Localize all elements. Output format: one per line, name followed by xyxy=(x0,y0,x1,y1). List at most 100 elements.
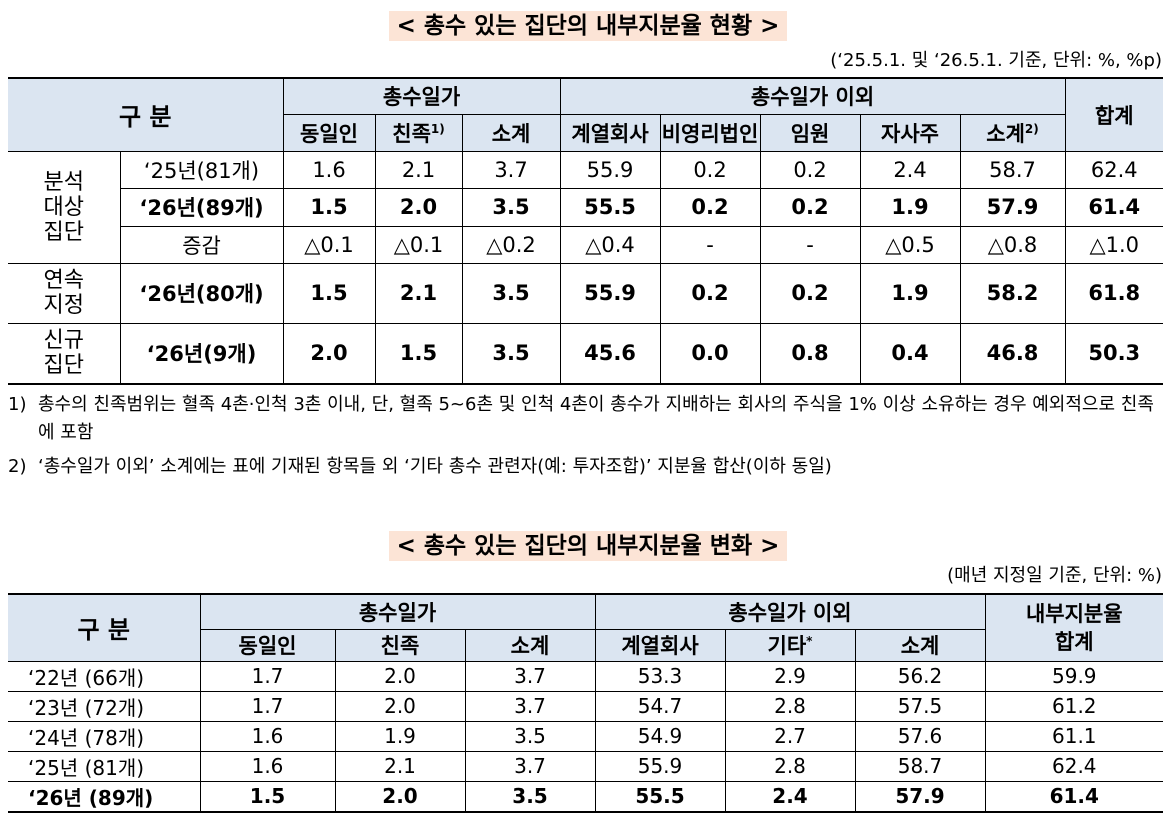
table-row: ‘24년 (78개) 1.6 1.9 3.5 54.9 2.7 57.6 61.1 xyxy=(8,720,1164,752)
cell: 1.7 xyxy=(199,690,336,722)
header-cell: 총수일가 이외 xyxy=(559,77,1066,115)
row-label: ‘26년(80개) xyxy=(119,262,284,324)
table2-note: (매년 지정일 기준, 단위: %) xyxy=(947,565,1162,586)
header-cell: 친족1) xyxy=(374,113,463,152)
group-label: 신규 집단 xyxy=(8,322,121,385)
cell: 61.1 xyxy=(984,720,1164,752)
row-label: ‘24년 (78개) xyxy=(8,720,201,752)
cell: 0.4 xyxy=(859,322,961,385)
cell: 54.9 xyxy=(594,720,726,752)
group-label-line: 지정 xyxy=(43,293,84,318)
row-label: ‘26년 (89개) xyxy=(8,780,201,813)
cell: 1.5 xyxy=(282,262,376,324)
cell: 2.1 xyxy=(374,150,463,189)
table-row: 증감 △0.1 △0.1 △0.2 △0.4- - △0.5 △0.8 △1.0 xyxy=(8,225,1164,264)
table-row: 신규 집단 ‘26년(9개) 2.0 1.5 3.5 45.6 0.0 0.8 0.4 46.8 50… xyxy=(8,322,1164,385)
cell: 2.4 xyxy=(724,780,856,813)
cell: 54.7 xyxy=(594,690,726,722)
header-line: 내부지분율 xyxy=(1025,601,1123,626)
cell: 1.6 xyxy=(282,150,376,189)
cell: 1.9 xyxy=(859,187,961,227)
header-line: 합계 xyxy=(1054,629,1094,654)
header-cell: 친족 xyxy=(334,628,466,662)
cell: 61.2 xyxy=(984,690,1164,722)
row-label: ‘25년(81개) xyxy=(119,150,284,189)
header-cell: 구 분 xyxy=(8,77,284,152)
group-label: 분석 대상 집단 xyxy=(8,150,121,264)
table-row: ‘25년 (81개) 1.6 2.1 3.7 55.9 2.8 58.7 62.4 xyxy=(8,750,1164,782)
header-cell: 계열회사 xyxy=(559,113,661,152)
cell: 2.0 xyxy=(334,690,466,722)
cell: 1.7 xyxy=(199,660,336,692)
table-row: ‘23년 (72개) 1.7 2.0 3.7 54.7 2.8 57.5 61.2 xyxy=(8,690,1164,722)
footnote-text: ‘총수일가 이외’ 소계에는 표에 기재된 항목들 외 ‘기타 총수 관련자(예… xyxy=(38,456,832,477)
header-cell: 소계 xyxy=(461,113,561,152)
cell: 1.9 xyxy=(334,720,466,752)
cell: 3.7 xyxy=(461,150,561,189)
header-cell: 구 분 xyxy=(8,593,201,662)
header-cell: 총수일가 xyxy=(199,593,596,630)
group-label-line: 집단 xyxy=(43,353,84,379)
cell: 57.9 xyxy=(854,780,986,813)
cell: 1.5 xyxy=(374,322,463,385)
cell: 0.2 xyxy=(759,150,861,189)
cell: 1.6 xyxy=(199,720,336,752)
header-cell: 소계 xyxy=(464,628,596,662)
cell: - xyxy=(759,225,861,264)
title-text: < 총수 있는 집단의 내부지분율 현황 > xyxy=(388,11,788,41)
cell: 57.5 xyxy=(854,690,986,722)
footnote-mark: 2) xyxy=(8,456,27,477)
group-label-line: 집단 xyxy=(43,219,84,245)
row-label: ‘26년(9개) xyxy=(119,322,284,385)
table2: 구 분 총수일가 총수일가 이외 내부지분율 합계 동일인 친족 소계 계열회사 기타* 소… xyxy=(8,593,1164,813)
cell: 53.3 xyxy=(594,660,726,692)
header-cell: 계열회사 xyxy=(594,628,726,662)
title-text: < 총수 있는 집단의 내부지분율 변화 > xyxy=(388,531,788,561)
header-cell: 자사주 xyxy=(859,113,961,152)
cell: 59.9 xyxy=(984,660,1164,692)
header-cell: 동일인 xyxy=(200,628,336,662)
cell: 1.5 xyxy=(199,780,336,813)
cell: 62.4 xyxy=(1064,150,1164,189)
cell: 62.4 xyxy=(984,750,1164,782)
cell: △0.2 xyxy=(461,225,561,264)
cell: △0.8 xyxy=(959,225,1066,264)
row-label: ‘26년(89개) xyxy=(120,187,284,227)
cell: 2.1 xyxy=(334,750,466,782)
header-label: 기타 xyxy=(767,634,807,658)
row-label: ‘23년 (72개) xyxy=(8,690,201,722)
header-cell: 합계 xyxy=(1064,77,1164,152)
cell: 3.7 xyxy=(464,750,596,782)
table-row: ‘22년 (66개) 1.7 2.0 3.7 53.3 2.9 56.2 59.9 xyxy=(8,660,1164,692)
header-label: 친족 xyxy=(392,121,431,146)
cell: 3.5 xyxy=(464,720,596,752)
cell: 0.2 xyxy=(759,262,861,324)
cell: 2.0 xyxy=(334,780,466,813)
cell: 55.9 xyxy=(594,750,726,782)
header-cell: 동일인 xyxy=(283,113,376,152)
row-label: 증감 xyxy=(120,225,284,264)
cell: 3.5 xyxy=(461,187,561,227)
cell: 55.5 xyxy=(594,780,726,813)
header-cell: 총수일가 xyxy=(282,77,561,115)
cell: 46.8 xyxy=(959,322,1066,385)
cell: 58.7 xyxy=(854,750,986,782)
cell: 2.4 xyxy=(859,150,961,189)
footnote: 2) ‘총수일가 이외’ 소계에는 표에 기재된 항목들 외 ‘기타 총수 관련자… xyxy=(8,453,1168,481)
header-label: 소계 xyxy=(986,121,1025,146)
cell: 3.5 xyxy=(461,262,561,324)
cell: 0.2 xyxy=(659,150,761,189)
cell: 0.2 xyxy=(659,187,761,227)
cell: △0.1 xyxy=(282,225,376,264)
cell: 50.3 xyxy=(1064,322,1164,385)
cell: 56.2 xyxy=(854,660,986,692)
table-row: ‘26년 (89개) 1.5 2.0 3.5 55.5 2.4 57.9 61.4 xyxy=(8,780,1164,813)
cell: △0.5 xyxy=(859,225,961,264)
cell: 55.9 xyxy=(559,262,661,324)
footnote-mark: * xyxy=(806,634,813,648)
cell: △0.4 xyxy=(559,225,661,264)
cell: 45.6 xyxy=(559,322,661,385)
header-cell: 소계2) xyxy=(959,113,1066,152)
